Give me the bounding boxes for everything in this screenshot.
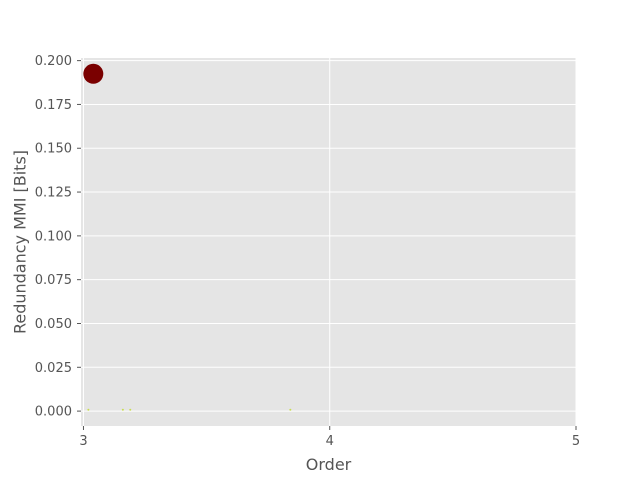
x-tick-label: 5 — [572, 434, 580, 449]
data-point — [289, 408, 292, 411]
y-tick-label: 0.175 — [35, 98, 72, 113]
y-tick-label: 0.050 — [35, 317, 72, 332]
y-axis-label: Redundancy MMI [Bits] — [11, 150, 30, 334]
x-axis-label: Order — [306, 455, 352, 474]
data-point — [121, 408, 124, 411]
y-tick-label: 0.075 — [35, 273, 72, 288]
x-tick-label: 3 — [79, 434, 87, 449]
plot-area — [81, 58, 576, 426]
y-tick-label: 0.125 — [35, 186, 72, 201]
grid-lines — [81, 58, 577, 426]
y-tick-label: 0.025 — [35, 361, 72, 376]
data-points — [83, 63, 292, 411]
y-tick-label: 0.100 — [35, 229, 72, 244]
y-tick-label: 0.000 — [35, 405, 72, 420]
x-tick-label: 4 — [326, 434, 334, 449]
y-tick-label: 0.150 — [35, 142, 72, 157]
data-point — [87, 408, 90, 411]
y-axis-ticks: 0.000 0.025 0.050 0.075 0.100 0.125 0.150 0.175… — [35, 54, 81, 420]
x-axis-ticks: 3 4 5 — [79, 426, 580, 449]
data-point — [129, 408, 132, 411]
data-point — [83, 63, 104, 84]
y-tick-label: 0.200 — [35, 54, 72, 69]
